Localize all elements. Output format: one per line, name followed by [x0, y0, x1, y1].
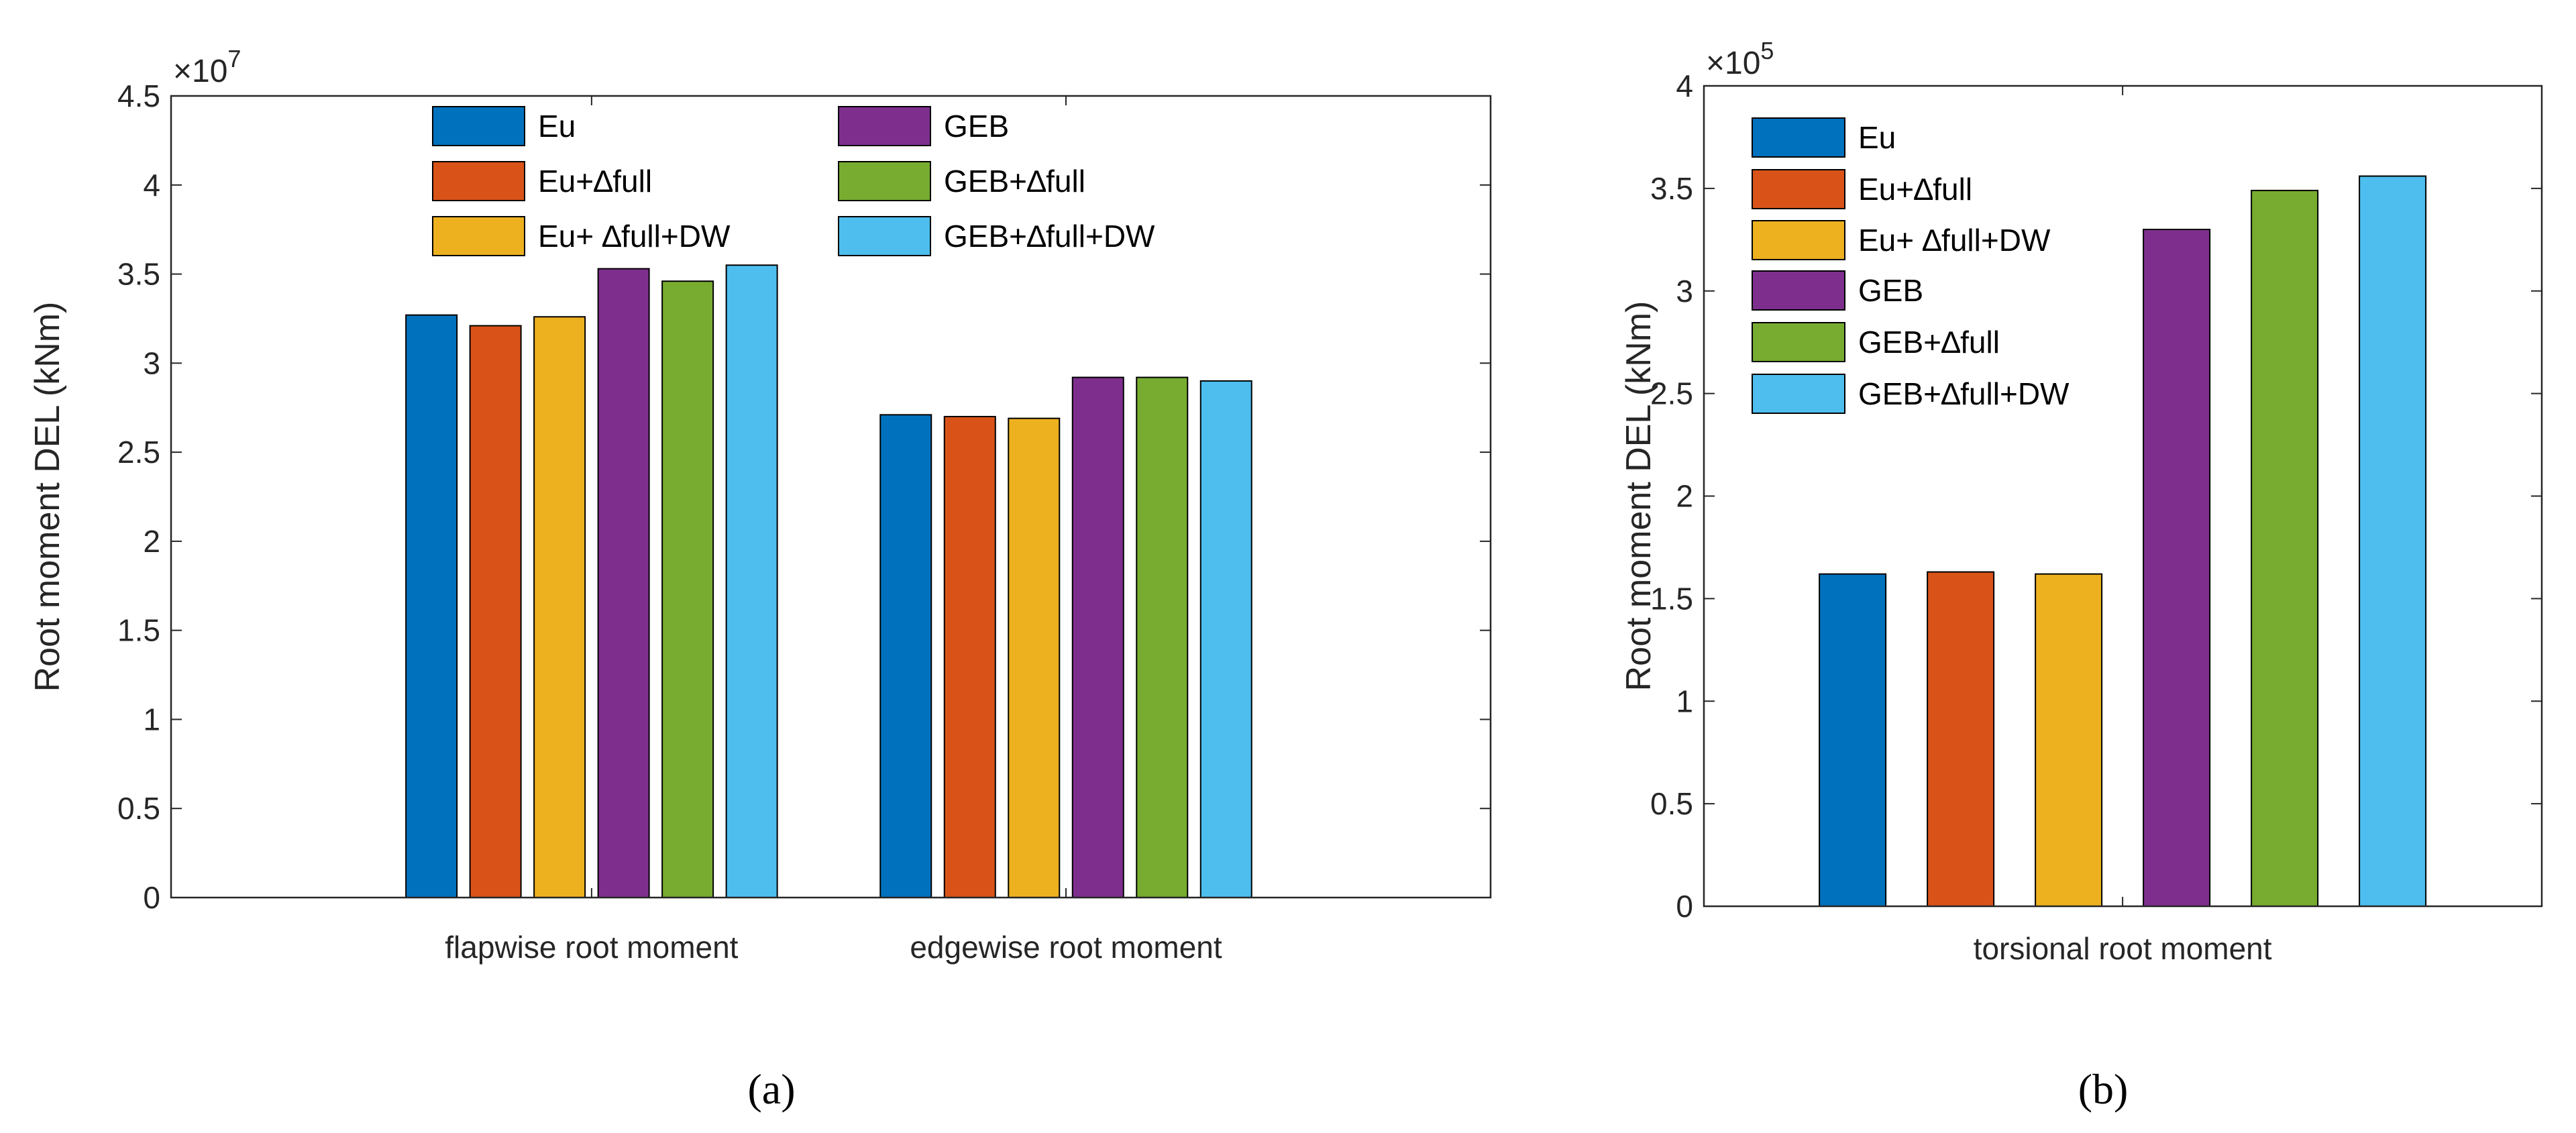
legend-label: GEB+∆full [1858, 325, 2000, 360]
bar [2143, 229, 2211, 907]
panel-label: (a) [747, 1065, 795, 1113]
legend-label: GEB+∆full [944, 164, 1085, 199]
chart-panel-b: torsional root moment 0 0.5 1 1.5 2 2.5 3 3.5 4 Ro… [1619, 37, 2543, 1113]
legend-label: GEB+∆full+DW [1858, 376, 2070, 411]
legend-label: GEB [1858, 273, 1923, 308]
legend-swatch [1752, 117, 1845, 158]
bar [1008, 417, 1061, 898]
y-tick-label: 1 [143, 702, 160, 737]
y-axis-label: Root moment DEL (kNm) [1619, 301, 1658, 692]
plot-area [171, 96, 1491, 898]
y-tick-label: 3.5 [1650, 171, 1693, 206]
legend-swatch [838, 161, 931, 201]
y-axis-label: Root moment DEL (kNm) [28, 302, 67, 692]
legend-swatch [432, 216, 525, 256]
legend-swatch [1752, 322, 1845, 362]
y-tick-label: 2 [143, 524, 160, 559]
y-tick-label: 2 [1676, 479, 1693, 514]
bar [469, 325, 522, 899]
bar [405, 314, 458, 898]
legend-swatch [838, 216, 931, 256]
bar [1819, 573, 1887, 907]
legend: Eu Eu+∆full Eu+ ∆full+DW GEB GEB+∆full GEB+∆f… [1752, 117, 2070, 414]
x-tick-label: torsional root moment [1974, 931, 2272, 966]
bar [1927, 571, 1995, 907]
bar [879, 414, 932, 898]
y-tick-label: 1.5 [117, 613, 160, 648]
y-axis-multiplier: ×105 [1706, 37, 1774, 81]
legend: Eu Eu+∆full Eu+ ∆full+DW GEB GEB+∆full GEB+∆f… [432, 106, 1155, 256]
legend-label: GEB [944, 109, 1009, 144]
y-axis-multiplier: ×107 [173, 45, 241, 89]
bar [2251, 189, 2319, 907]
bar [725, 264, 778, 898]
legend-swatch [1752, 270, 1845, 311]
y-tick-label: 2.5 [117, 435, 160, 470]
bar [1136, 376, 1189, 898]
axes-box [1703, 85, 2543, 908]
legend-swatch [1752, 374, 1845, 414]
y-tick-label: 2.5 [1650, 376, 1693, 411]
axes-box [170, 95, 1492, 899]
legend-swatch [432, 161, 525, 201]
bar [1071, 376, 1124, 898]
y-tick-label: 4 [143, 168, 160, 203]
legend-label: Eu [1858, 120, 1896, 155]
legend-label: Eu+∆full [538, 164, 652, 199]
bar [1199, 380, 1252, 898]
y-tick-label: 4 [1676, 68, 1693, 103]
legend-label: Eu+ ∆full+DW [1858, 223, 2051, 258]
y-tick-label: 0.5 [117, 791, 160, 826]
legend-swatch [432, 106, 525, 146]
y-tick-label: 0.5 [1650, 786, 1693, 821]
bar [597, 268, 650, 899]
legend-label: GEB+∆full+DW [944, 219, 1155, 254]
x-tick-label: edgewise root moment [910, 930, 1222, 965]
legend-swatch [1752, 169, 1845, 209]
legend-label: Eu+∆full [1858, 172, 1972, 207]
bar [943, 416, 996, 898]
y-tick-label: 1.5 [1650, 581, 1693, 616]
bar [533, 316, 586, 898]
legend-swatch [1752, 220, 1845, 260]
legend-label: Eu+ ∆full+DW [538, 219, 731, 254]
y-tick-label: 4.5 [117, 78, 160, 113]
panel-label: (b) [2078, 1065, 2129, 1113]
y-tick-label: 3 [143, 345, 160, 380]
y-tick-label: 0 [1676, 889, 1693, 924]
y-tick-label: 1 [1676, 684, 1693, 718]
legend-swatch [838, 106, 931, 146]
bar [661, 280, 714, 898]
y-tick-label: 3 [1676, 274, 1693, 309]
chart-panel-a: flapwise root moment edgewise root moment… [28, 45, 1492, 1113]
y-tick-label: 0 [143, 880, 160, 915]
legend-label: Eu [538, 109, 576, 144]
bar [2035, 573, 2103, 907]
bar [2359, 175, 2427, 907]
x-tick-label: flapwise root moment [445, 930, 738, 965]
y-tick-label: 3.5 [117, 257, 160, 292]
